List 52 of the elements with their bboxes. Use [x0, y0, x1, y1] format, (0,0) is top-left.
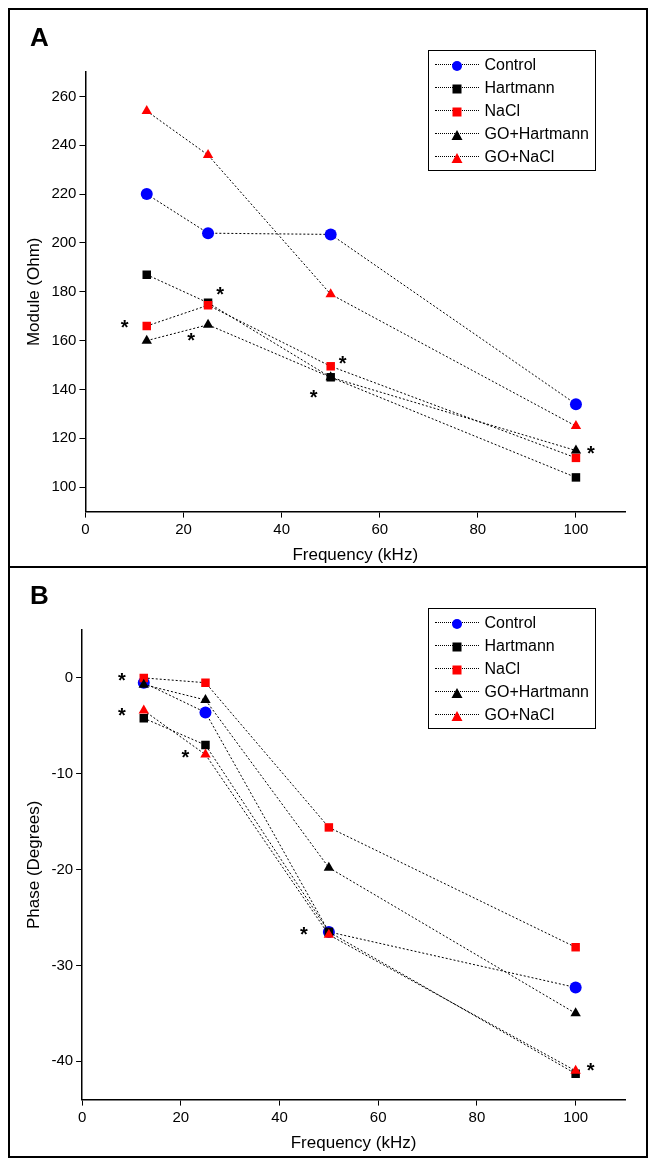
chart-title: B — [30, 580, 49, 611]
annotation: * — [587, 442, 596, 465]
annotation: * — [309, 385, 318, 408]
y-tick-label: 100 — [51, 477, 77, 495]
annotation: * — [338, 351, 347, 374]
y-tick-label: 120 — [51, 428, 77, 446]
x-tick-label: 40 — [273, 519, 290, 537]
y-tick-label: 260 — [51, 86, 77, 104]
x-tick-label: 60 — [369, 1107, 387, 1125]
y-tick-label: -30 — [51, 955, 74, 973]
x-tick-label: 20 — [172, 1107, 190, 1125]
legend-label: NaCl — [484, 659, 521, 678]
legend-label: GO+Hartmann — [484, 124, 589, 143]
annotation: * — [299, 923, 308, 946]
annotation: * — [586, 1059, 595, 1082]
annotation: * — [181, 746, 190, 769]
y-tick-label: 240 — [51, 135, 77, 153]
chart-title: A — [30, 22, 49, 53]
x-tick-label: 80 — [469, 519, 487, 537]
x-tick-label: 100 — [563, 519, 589, 537]
x-tick-label: 100 — [563, 1107, 589, 1125]
x-tick-label: 20 — [175, 519, 192, 537]
x-tick-label: 40 — [271, 1107, 288, 1125]
x-axis-title: Frequency (kHz) — [292, 545, 419, 565]
x-tick-label: 60 — [371, 519, 389, 537]
y-tick-label: 200 — [51, 233, 77, 251]
legend-label: Control — [484, 55, 537, 74]
annotation: * — [216, 283, 225, 306]
y-tick-label: -40 — [51, 1051, 74, 1069]
y-tick-label: 0 — [64, 668, 74, 686]
x-tick-label: 0 — [81, 519, 90, 537]
y-tick-label: 160 — [51, 330, 77, 348]
y-tick-label: 180 — [51, 281, 77, 299]
legend-label: GO+NaCl — [484, 705, 555, 724]
annotation: * — [120, 315, 129, 338]
legend-label: Control — [484, 613, 537, 632]
annotation: * — [187, 329, 196, 352]
y-axis-title: Phase (Degrees) — [23, 800, 43, 930]
legend-label: Hartmann — [484, 78, 555, 97]
y-tick-label: 220 — [51, 184, 77, 202]
y-axis-title: Module (Ohm) — [23, 237, 43, 347]
annotation: * — [117, 669, 126, 692]
legend-label: GO+Hartmann — [484, 682, 589, 701]
x-axis-title: Frequency (kHz) — [290, 1133, 417, 1153]
legend-label: NaCl — [484, 101, 521, 120]
annotation: * — [117, 704, 126, 727]
legend-label: GO+NaCl — [484, 147, 555, 166]
y-tick-label: -20 — [51, 859, 74, 877]
y-tick-label: -10 — [51, 763, 74, 781]
x-tick-label: 80 — [468, 1107, 486, 1125]
legend-label: Hartmann — [484, 636, 555, 655]
y-tick-label: 140 — [51, 379, 77, 397]
